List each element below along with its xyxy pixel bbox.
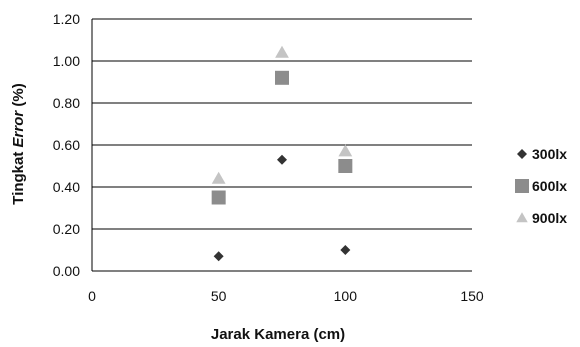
600lx-point <box>275 70 289 85</box>
legend-label-600lx: 600lx <box>532 178 567 194</box>
y-tick-label: 0.60 <box>53 137 80 153</box>
900lx-point <box>211 171 226 184</box>
grid-lines <box>92 18 472 230</box>
legend-marker-900lx <box>516 212 528 223</box>
900lx-point <box>275 45 289 58</box>
300lx-point <box>277 154 287 165</box>
300lx-point <box>340 245 351 255</box>
y-axis-label-part-2: Error <box>10 110 27 148</box>
y-axis-label-part-3: (%) <box>10 83 27 111</box>
y-tick-label: 0.40 <box>53 179 80 195</box>
x-tick-labels: 0 50 100 150 <box>88 288 484 304</box>
x-tick-label: 100 <box>334 288 358 304</box>
y-tick-label: 0.00 <box>53 263 80 279</box>
y-tick-label: 0.20 <box>53 221 80 237</box>
x-axis-label: Jarak Kamera (cm) <box>211 326 345 343</box>
x-tick-label: 0 <box>88 288 96 304</box>
y-tick-label: 1.00 <box>53 53 80 69</box>
x-tick-label: 50 <box>211 288 227 304</box>
legend: 300lx 600lx 900lx <box>515 146 567 226</box>
600lx-point <box>338 159 353 173</box>
legend-marker-600lx <box>515 179 529 193</box>
y-tick-labels: 0.00 0.20 0.40 0.60 0.80 1.00 1.20 <box>53 11 80 279</box>
600lx-point <box>211 190 226 205</box>
y-axis-label: Tingkat Error (%) <box>10 83 27 204</box>
y-axis-label-part-1: Tingkat <box>10 147 27 204</box>
y-tick-label: 1.20 <box>53 11 80 27</box>
legend-label-900lx: 900lx <box>532 210 567 226</box>
300lx-point <box>213 251 224 262</box>
legend-label-300lx: 300lx <box>532 146 567 162</box>
axes <box>91 19 472 272</box>
y-tick-label: 0.80 <box>53 95 80 111</box>
900lx-point <box>338 144 353 157</box>
x-tick-label: 150 <box>460 288 484 304</box>
data-points <box>211 45 353 262</box>
legend-marker-300lx <box>517 149 527 159</box>
